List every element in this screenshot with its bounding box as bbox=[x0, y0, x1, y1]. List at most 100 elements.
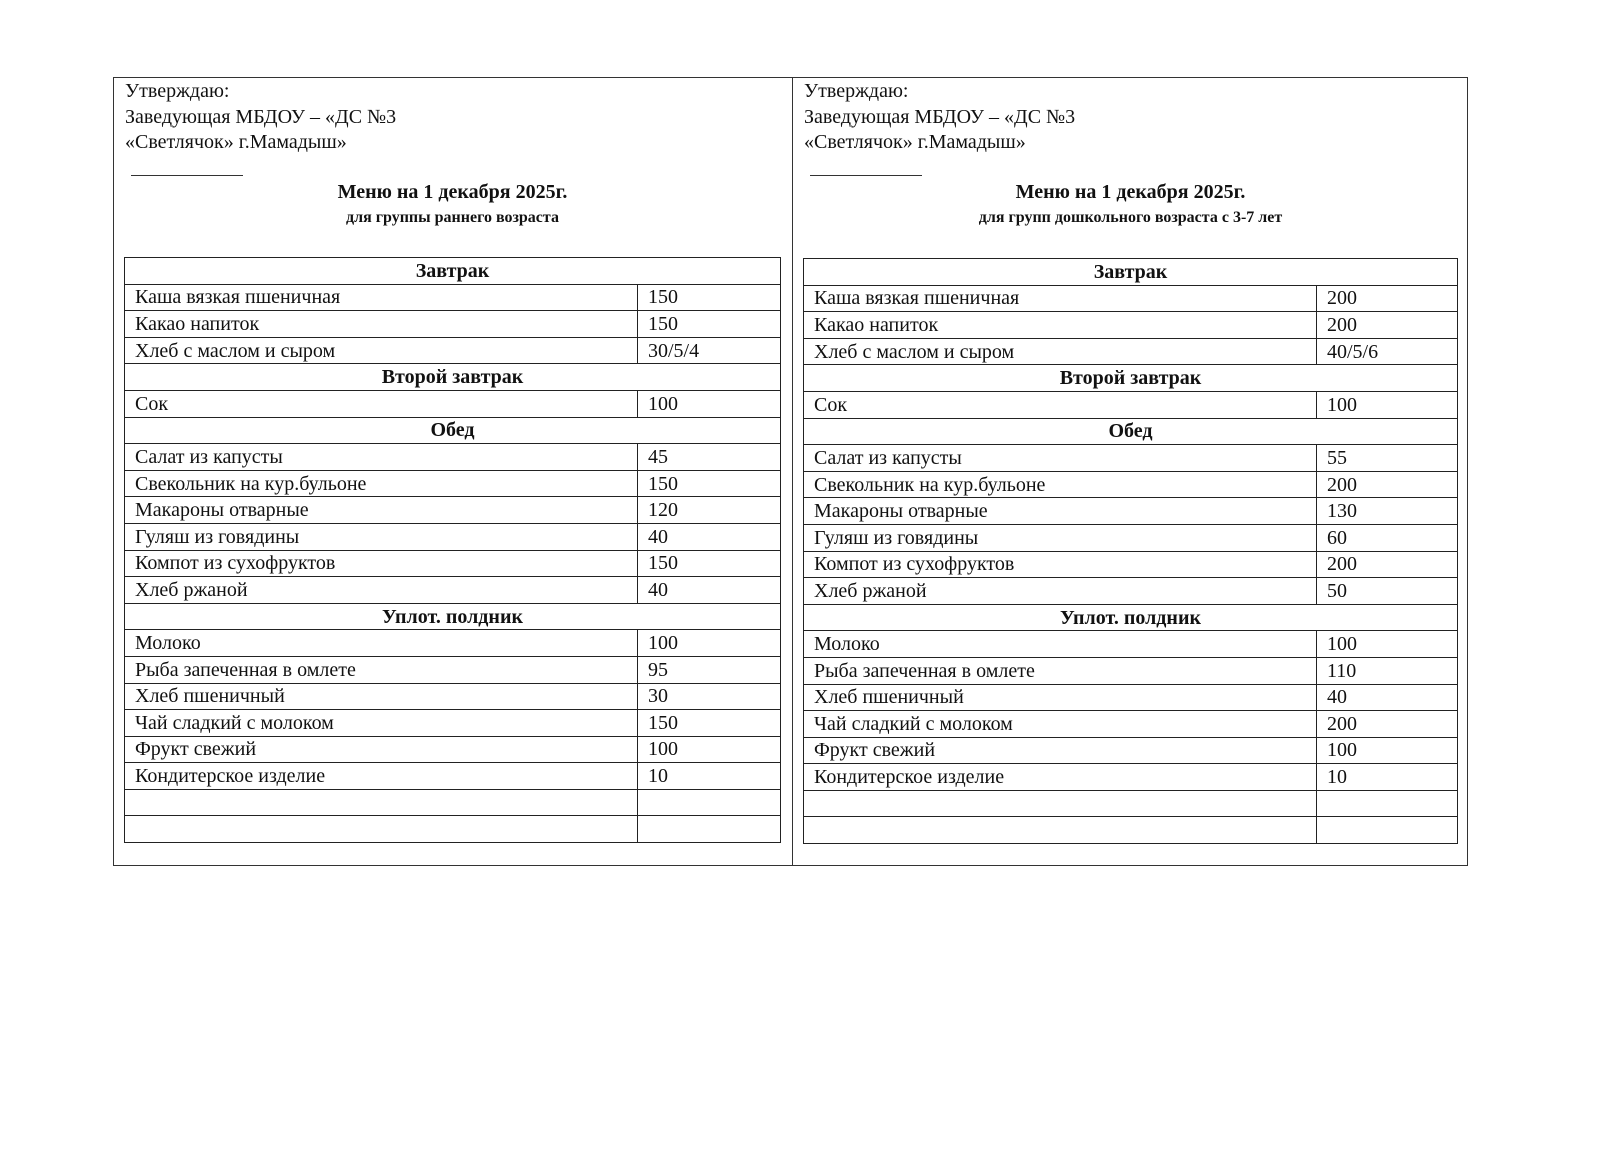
dish: Сок bbox=[124, 389, 638, 418]
item-row: Кондитерское изделие 10 bbox=[124, 762, 781, 790]
menu-table: Завтрак Каша вязкая пшеничная 150 Какао нап… bbox=[124, 257, 781, 844]
dish: Каша вязкая пшеничная bbox=[124, 283, 638, 312]
portion: 200 bbox=[1316, 550, 1458, 579]
item-row: Сок 100 bbox=[124, 389, 781, 418]
section-row: Уплот. полдник bbox=[803, 603, 1458, 632]
empty-row bbox=[803, 816, 1458, 845]
item-row: Свекольник на кур.бульоне 150 bbox=[124, 469, 781, 498]
portion: 10 bbox=[1316, 763, 1458, 791]
item-row: Хлеб пшеничный 30 bbox=[124, 682, 781, 711]
portion: 150 bbox=[637, 549, 781, 578]
section-name: Уплот. полдник bbox=[124, 602, 781, 631]
portion: 30 bbox=[637, 682, 781, 711]
portion: 100 bbox=[1316, 630, 1458, 658]
menu-title: Меню на 1 декабря 2025г. bbox=[1015, 181, 1246, 203]
dish: Рыба запеченная в омлете bbox=[124, 655, 638, 684]
portion: 110 bbox=[1316, 656, 1458, 685]
approval-line: Утверждаю: bbox=[804, 80, 909, 102]
dish: Чай сладкий с молоком bbox=[124, 709, 638, 737]
item-row: Хлеб с маслом и сыром 30/5/4 bbox=[124, 336, 781, 365]
item-row: Молоко 100 bbox=[124, 629, 781, 657]
portion: 150 bbox=[637, 283, 781, 312]
dish: Кондитерское изделие bbox=[124, 762, 638, 790]
portion: 40 bbox=[637, 576, 781, 604]
portion: 130 bbox=[1316, 497, 1458, 525]
dish: Рыба запеченная в омлете bbox=[803, 656, 1317, 685]
dish: Кондитерское изделие bbox=[803, 763, 1317, 791]
item-row: Хлеб с маслом и сыром 40/5/6 bbox=[803, 337, 1458, 366]
portion: 100 bbox=[637, 629, 781, 657]
dish: Фрукт свежий bbox=[803, 736, 1317, 765]
item-row: Хлеб ржаной 50 bbox=[803, 577, 1458, 605]
menu-title: Меню на 1 декабря 2025г. bbox=[337, 181, 568, 203]
section-row: Второй завтрак bbox=[124, 363, 781, 391]
item-row: Какао напиток 200 bbox=[803, 311, 1458, 339]
portion: 200 bbox=[1316, 284, 1458, 313]
dish: Хлеб с маслом и сыром bbox=[124, 336, 638, 365]
menu-subtitle: для групп дошкольного возраста с 3-7 лет bbox=[978, 209, 1283, 226]
item-row: Каша вязкая пшеничная 150 bbox=[124, 283, 781, 312]
dish: Хлеб с маслом и сыром bbox=[803, 337, 1317, 366]
dish: Фрукт свежий bbox=[124, 735, 638, 764]
dish: Гуляш из говядины bbox=[803, 523, 1317, 552]
item-row: Фрукт свежий 100 bbox=[124, 735, 781, 764]
item-row: Рыба запеченная в омлете 110 bbox=[803, 656, 1458, 685]
portion: 150 bbox=[637, 469, 781, 498]
panel: Утверждаю: Заведующая МБДОУ – «ДС №3 «Свет… bbox=[792, 77, 1468, 866]
panel: Утверждаю: Заведующая МБДОУ – «ДС №3 «Свет… bbox=[113, 77, 792, 866]
portion: 10 bbox=[637, 762, 781, 790]
approval-line: Утверждаю: bbox=[125, 80, 230, 102]
item-row: Салат из капусты 45 bbox=[124, 443, 781, 471]
dish: Какао напиток bbox=[124, 310, 638, 338]
portion: 30/5/4 bbox=[637, 336, 781, 365]
empty-row bbox=[124, 788, 781, 817]
portion: 40 bbox=[1316, 683, 1458, 712]
item-row: Свекольник на кур.бульоне 200 bbox=[803, 470, 1458, 499]
empty-cell bbox=[1316, 816, 1458, 845]
portion: 55 bbox=[1316, 444, 1458, 472]
empty-row bbox=[803, 789, 1458, 818]
portion: 50 bbox=[1316, 577, 1458, 605]
item-row: Чай сладкий с молоком 150 bbox=[124, 709, 781, 737]
portion: 200 bbox=[1316, 311, 1458, 339]
section-name: Обед bbox=[124, 416, 781, 445]
divider bbox=[792, 77, 793, 866]
dish: Хлеб ржаной bbox=[803, 577, 1317, 605]
item-row: Чай сладкий с молоком 200 bbox=[803, 710, 1458, 738]
empty-cell bbox=[637, 788, 781, 817]
item-row: Салат из капусты 55 bbox=[803, 444, 1458, 472]
section-row: Второй завтрак bbox=[803, 364, 1458, 392]
item-row: Какао напиток 150 bbox=[124, 310, 781, 338]
item-row: Компот из сухофруктов 200 bbox=[803, 550, 1458, 579]
signature-line bbox=[131, 175, 243, 176]
empty-cell bbox=[803, 789, 1317, 818]
dish: Свекольник на кур.бульоне bbox=[124, 469, 638, 498]
portion: 100 bbox=[637, 735, 781, 764]
item-row: Кондитерское изделие 10 bbox=[803, 763, 1458, 791]
approval-line: «Светлячок» г.Мамадыш» bbox=[804, 131, 1026, 153]
menu-table: Завтрак Каша вязкая пшеничная 200 Какао нап… bbox=[803, 258, 1458, 845]
item-row: Компот из сухофруктов 150 bbox=[124, 549, 781, 578]
portion: 40 bbox=[637, 522, 781, 551]
portion: 100 bbox=[1316, 736, 1458, 765]
item-row: Рыба запеченная в омлете 95 bbox=[124, 655, 781, 684]
approval-line: Заведующая МБДОУ – «ДС №3 bbox=[804, 105, 1076, 128]
section-name: Завтрак bbox=[124, 257, 781, 285]
approval-line: «Светлячок» г.Мамадыш» bbox=[125, 131, 347, 153]
portion: 95 bbox=[637, 655, 781, 684]
section-row: Обед bbox=[803, 417, 1458, 446]
item-row: Молоко 100 bbox=[803, 630, 1458, 658]
portion: 200 bbox=[1316, 470, 1458, 499]
item-row: Каша вязкая пшеничная 200 bbox=[803, 284, 1458, 313]
item-row: Гуляш из говядины 60 bbox=[803, 523, 1458, 552]
section-name: Уплот. полдник bbox=[803, 603, 1458, 632]
empty-cell bbox=[637, 815, 781, 844]
dish: Салат из капусты bbox=[803, 444, 1317, 472]
dish: Хлеб пшеничный bbox=[803, 683, 1317, 712]
dish: Молоко bbox=[803, 630, 1317, 658]
section-name: Обед bbox=[803, 417, 1458, 446]
section-row: Завтрак bbox=[124, 257, 781, 285]
frame bbox=[113, 77, 1468, 866]
empty-cell bbox=[124, 788, 638, 817]
section-name: Второй завтрак bbox=[124, 363, 781, 391]
